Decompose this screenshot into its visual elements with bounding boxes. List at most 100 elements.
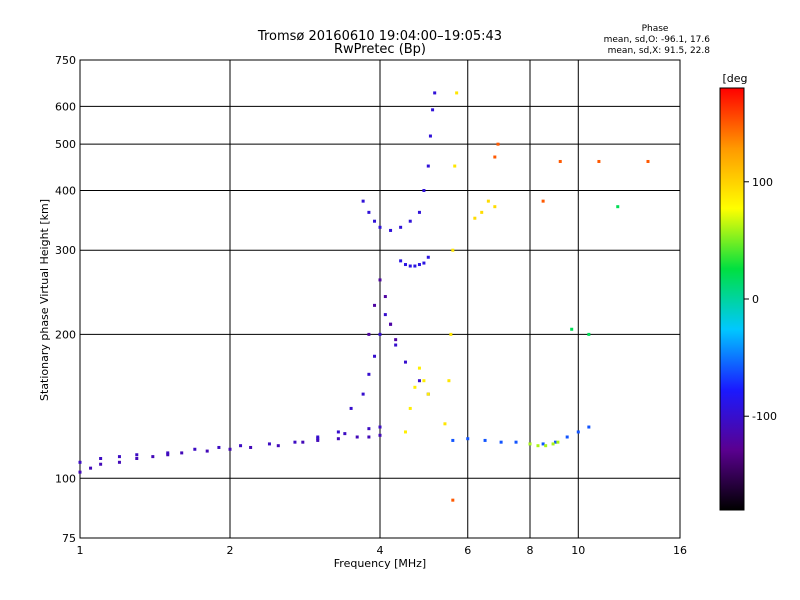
data-point [239, 444, 243, 448]
data-point [499, 440, 503, 444]
data-point [433, 91, 437, 95]
data-point [408, 219, 412, 223]
data-point [217, 445, 221, 449]
data-point [301, 440, 305, 444]
data-point [316, 437, 320, 441]
data-point [646, 159, 650, 163]
data-point [551, 442, 555, 446]
x-axis-ticks: 1 2 4 6 8 10 16 [77, 544, 688, 557]
data-point [117, 460, 121, 464]
data-point [541, 199, 545, 203]
data-point [447, 379, 451, 383]
data-point [403, 263, 407, 267]
data-point [293, 440, 297, 444]
data-point [443, 422, 447, 426]
data-point [536, 444, 540, 448]
data-point [135, 453, 139, 457]
data-point [616, 205, 620, 209]
data-point [367, 372, 371, 376]
data-point [587, 332, 591, 336]
data-point [558, 159, 562, 163]
data-point [276, 444, 280, 448]
data-point [316, 435, 320, 439]
data-point [431, 108, 435, 112]
data-point [486, 199, 490, 203]
data-point [166, 453, 170, 457]
data-point [378, 425, 382, 429]
data-point [180, 451, 184, 455]
x-tick-label: 2 [227, 544, 234, 557]
data-point [367, 210, 371, 214]
data-point [480, 210, 484, 214]
chart-subtitle: RwPretec (Bp) [334, 42, 426, 57]
data-point [193, 447, 197, 451]
data-point [166, 451, 170, 455]
data-point [249, 445, 253, 449]
data-point [514, 440, 518, 444]
colorbar-label: [deg [722, 72, 747, 85]
data-point [544, 444, 548, 448]
data-point [493, 205, 497, 209]
data-point [151, 455, 155, 459]
data-point [528, 442, 532, 446]
y-tick-label: 500 [55, 138, 76, 151]
data-point [422, 261, 426, 265]
data-point [556, 440, 560, 444]
colorbar-tick-label: 0 [752, 293, 759, 306]
data-point [78, 470, 82, 474]
data-point [117, 455, 121, 459]
data-point [399, 225, 403, 229]
data-point [417, 379, 421, 383]
y-tick-label: 600 [55, 100, 76, 113]
y-tick-label: 300 [55, 244, 76, 257]
data-point [89, 466, 93, 470]
x-tick-label: 8 [527, 544, 534, 557]
data-point [394, 343, 398, 347]
y-tick-label: 100 [55, 472, 76, 485]
colorbar-ticks: 100 0 -100 [744, 176, 777, 423]
data-point [426, 392, 430, 396]
data-point [553, 440, 557, 444]
y-tick-label: 75 [62, 532, 76, 545]
data-point [403, 430, 407, 434]
data-point [453, 164, 457, 168]
data-point [455, 91, 459, 95]
data-point [99, 456, 103, 460]
data-point [367, 435, 371, 439]
grid-lines [80, 60, 680, 538]
data-point [570, 327, 574, 331]
data-point [451, 438, 455, 442]
data-point [99, 462, 103, 466]
data-point [378, 433, 382, 437]
data-point [349, 406, 353, 410]
phase-info-title: Phase [642, 24, 669, 34]
data-point [417, 210, 421, 214]
data-point [408, 406, 412, 410]
data-point [389, 322, 393, 326]
data-point [228, 447, 232, 451]
x-tick-label: 1 [77, 544, 84, 557]
plot-frame [79, 59, 681, 539]
data-point [597, 159, 601, 163]
data-point [587, 425, 591, 429]
data-point [466, 437, 470, 441]
data-point [399, 259, 403, 263]
data-point [336, 437, 340, 441]
data-point [417, 263, 421, 267]
y-tick-label: 200 [55, 328, 76, 341]
y-axis-label: Stationary phase Virtual Height [km] [38, 199, 51, 401]
data-point [417, 366, 421, 370]
data-point [78, 460, 82, 464]
data-point [383, 313, 387, 317]
data-point [373, 303, 377, 307]
data-point [383, 295, 387, 299]
data-point [541, 442, 545, 446]
data-point [378, 225, 382, 229]
data-point [473, 216, 477, 220]
data-point [336, 430, 340, 434]
data-point [422, 188, 426, 192]
data-point [408, 264, 412, 268]
data-point [378, 278, 382, 282]
data-point [135, 456, 139, 460]
